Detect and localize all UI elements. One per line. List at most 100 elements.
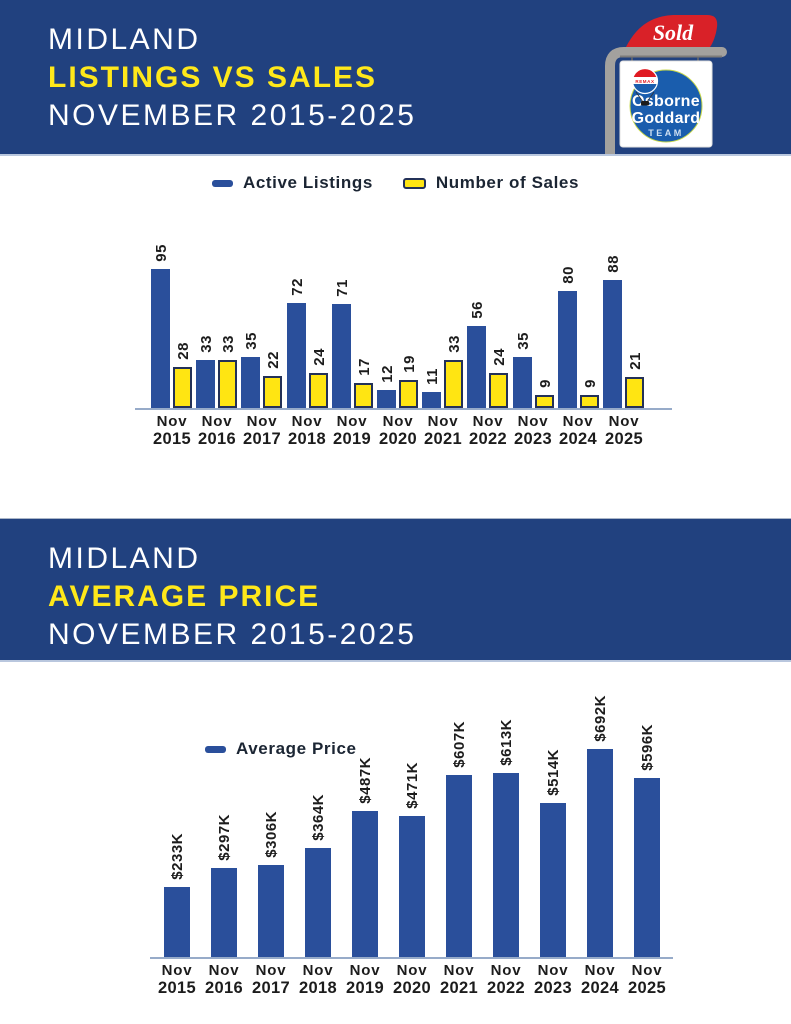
bar-value-label: 9 <box>581 379 599 388</box>
x-tick-month: Nov <box>336 413 368 430</box>
bar-value-label: 80 <box>559 266 577 284</box>
active-listings-bar <box>196 360 215 408</box>
bar-value-label: 33 <box>219 335 237 353</box>
legend-item-active-listings: Active Listings <box>211 173 373 193</box>
average-price-bar <box>587 749 613 957</box>
bar-value-label: 21 <box>626 352 644 370</box>
bar-value-label: 72 <box>288 278 306 296</box>
x-tick-label: Nov 2020 <box>366 413 430 449</box>
bar-value-label: 71 <box>333 279 351 297</box>
x-tick-label: Nov 2018 <box>286 962 350 998</box>
x-tick-label: Nov 2021 <box>427 962 491 998</box>
number-of-sales-bar <box>309 373 328 408</box>
bar-value-label: 19 <box>400 355 418 373</box>
x-tick-year: 2016 <box>205 979 243 997</box>
x-tick-month: Nov <box>291 413 323 430</box>
number-of-sales-bar <box>444 360 463 408</box>
number-of-sales-bar <box>625 377 644 408</box>
x-tick-year: 2023 <box>534 979 572 997</box>
number-of-sales-bar <box>173 367 192 408</box>
balloon-basket <box>641 101 649 106</box>
active-listings-bar <box>332 304 351 408</box>
team-name-2: Goddard <box>632 110 701 127</box>
x-tick-year: 2017 <box>243 430 281 448</box>
bar-value-label: $471K <box>404 762 421 809</box>
x-tick-label: Nov 2021 <box>411 413 475 449</box>
bar-value-label: 22 <box>264 351 282 369</box>
active-listings-bar <box>241 357 260 408</box>
banner1-daterange: NOVEMBER 2015-2025 <box>48 99 417 132</box>
x-tick-year: 2018 <box>299 979 337 997</box>
banner2-subject: AVERAGE PRICE <box>48 580 321 613</box>
x-tick-year: 2019 <box>346 979 384 997</box>
x-tick-year: 2018 <box>288 430 326 448</box>
x-tick-year: 2022 <box>487 979 525 997</box>
x-tick-month: Nov <box>255 962 287 979</box>
active-listings-bar <box>603 280 622 408</box>
x-tick-label: Nov 2025 <box>592 413 656 449</box>
header-banner-average-price: MIDLAND AVERAGE PRICE NOVEMBER 2015-2025 <box>0 518 791 662</box>
average-price-bar <box>305 848 331 957</box>
bar-value-label: 33 <box>445 335 463 353</box>
chart1-legend: Active Listings Number of Sales <box>0 173 791 193</box>
x-tick-label: Nov 2024 <box>546 413 610 449</box>
bar-value-label: 95 <box>152 244 170 262</box>
x-tick-year: 2025 <box>628 979 666 997</box>
x-tick-month: Nov <box>427 413 459 430</box>
x-tick-label: Nov 2022 <box>456 413 520 449</box>
average-price-bar <box>446 775 472 957</box>
active-listings-label: Active Listings <box>242 173 373 192</box>
number-of-sales-label: Number of Sales <box>435 173 580 192</box>
x-tick-label: Nov 2022 <box>474 962 538 998</box>
active-listings-bar <box>422 392 441 408</box>
banner1-city: MIDLAND <box>48 23 201 56</box>
bar-value-label: $514K <box>545 749 562 796</box>
x-tick-month: Nov <box>537 962 569 979</box>
x-tick-year: 2017 <box>252 979 290 997</box>
average-price-chart: Average Price $233K Nov 2015 $297K Nov 2016 $3… <box>0 661 791 1024</box>
x-tick-label: Nov 2020 <box>380 962 444 998</box>
bar-value-label: 56 <box>468 301 486 319</box>
bar-value-label: 9 <box>536 379 554 388</box>
bar-value-label: 28 <box>174 342 192 360</box>
x-tick-month: Nov <box>396 962 428 979</box>
x-tick-month: Nov <box>631 962 663 979</box>
bar-value-label: 35 <box>514 332 532 350</box>
x-tick-year: 2020 <box>393 979 431 997</box>
average-price-bar <box>634 778 660 957</box>
x-tick-label: Nov 2025 <box>615 962 679 998</box>
x-tick-label: Nov 2023 <box>501 413 565 449</box>
bar-value-label: $306K <box>263 811 280 858</box>
legend-item-average-price: Average Price <box>205 739 357 759</box>
bar-value-label: $596K <box>639 724 656 771</box>
number-of-sales-bar <box>354 383 373 408</box>
active-listings-bar <box>513 357 532 408</box>
x-tick-label: Nov 2017 <box>230 413 294 449</box>
bar-value-label: 35 <box>242 332 260 350</box>
osborne-goddard-sold-sign-logo: Sold Osborne Goddard TEAM REMAX <box>605 15 727 154</box>
x-tick-month: Nov <box>490 962 522 979</box>
legend-item-number-of-sales: Number of Sales <box>402 173 580 193</box>
x-tick-year: 2024 <box>559 430 597 448</box>
bar-value-label: $692K <box>592 695 609 742</box>
x-tick-year: 2021 <box>424 430 462 448</box>
team-name-3: TEAM <box>648 128 684 138</box>
banner1-subject: LISTINGS VS SALES <box>48 61 378 94</box>
banner2-daterange: NOVEMBER 2015-2025 <box>48 618 417 651</box>
average-price-label: Average Price <box>236 739 357 758</box>
x-tick-year: 2020 <box>379 430 417 448</box>
bar-value-label: 12 <box>378 365 396 383</box>
x-tick-month: Nov <box>517 413 549 430</box>
x-tick-month: Nov <box>382 413 414 430</box>
x-tick-label: Nov 2016 <box>185 413 249 449</box>
x-tick-month: Nov <box>156 413 188 430</box>
number-of-sales-bar <box>263 376 282 408</box>
x-tick-month: Nov <box>608 413 640 430</box>
x-tick-label: Nov 2019 <box>333 962 397 998</box>
bar-value-label: 17 <box>355 358 373 376</box>
active-listings-bar <box>287 303 306 408</box>
x-tick-year: 2019 <box>333 430 371 448</box>
x-tick-year: 2016 <box>198 430 236 448</box>
x-tick-label: Nov 2015 <box>140 413 204 449</box>
